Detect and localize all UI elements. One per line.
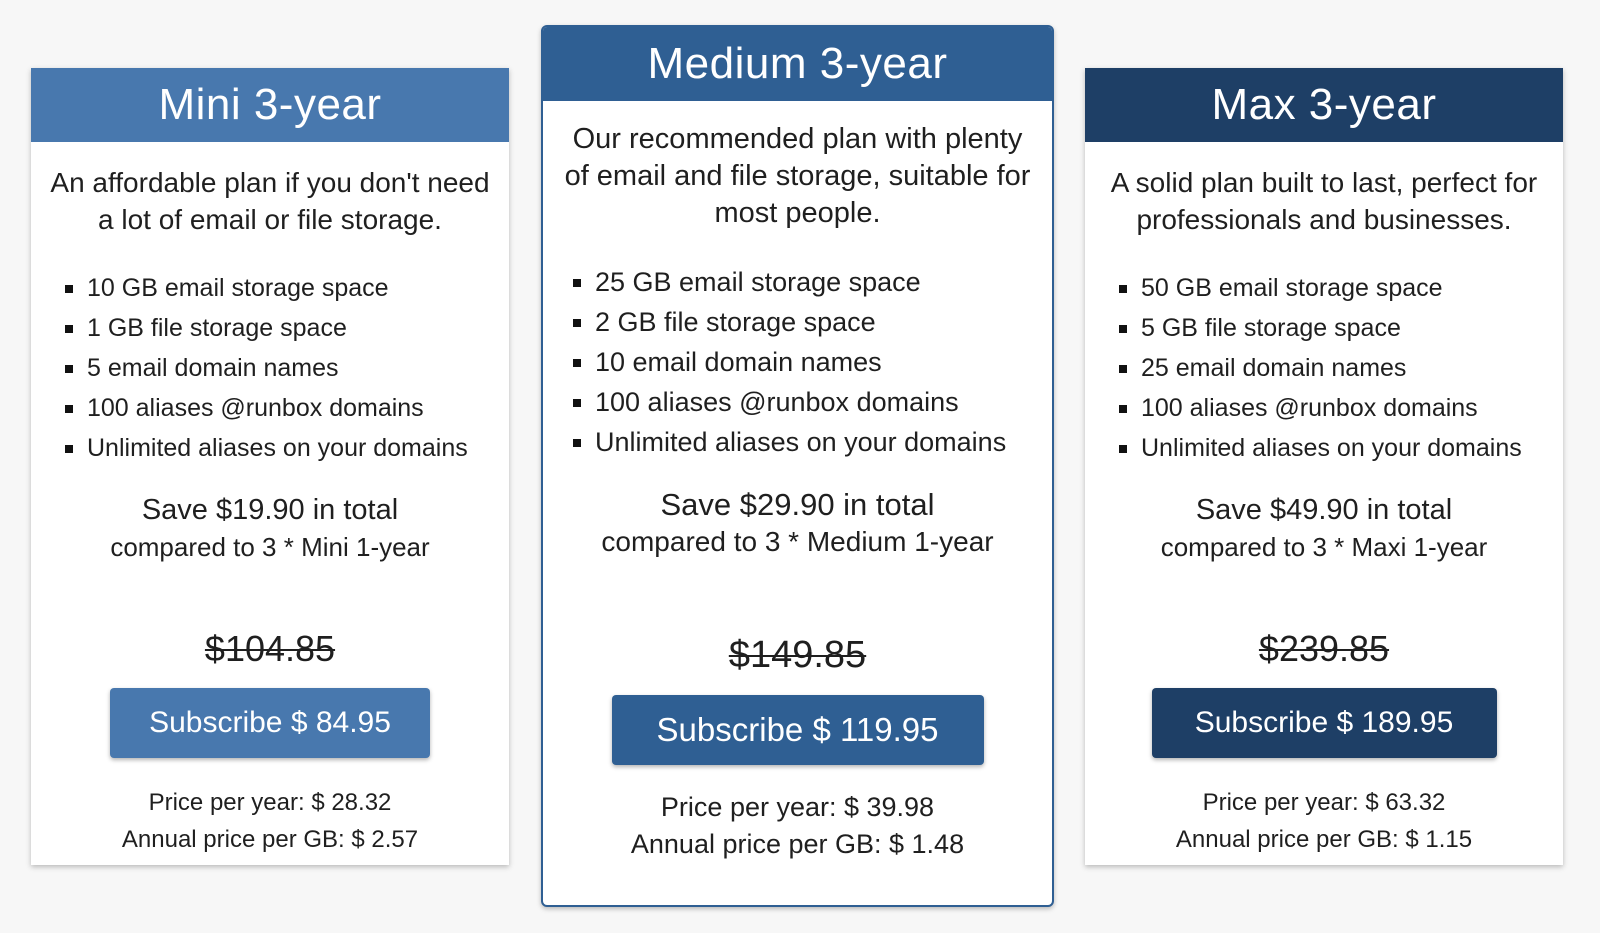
annual-price-per-gb: Annual price per GB: $ 1.48 [630, 829, 965, 859]
price-info: Price per year: $ 28.32 Annual price per… [31, 784, 509, 858]
price-per-year: Price per year: $ 63.32 [1202, 789, 1446, 816]
feature-item: 50 GB email storage space [1119, 268, 1563, 308]
subscribe-button-mini[interactable]: Subscribe $ 84.95 [110, 688, 430, 758]
plan-card-medium: Medium 3-year Our recommended plan with … [541, 25, 1054, 907]
feature-item: 5 email domain names [65, 348, 509, 388]
savings-text: Save $49.90 in total compared to 3 * Max… [1085, 492, 1563, 566]
plan-title: Max 3-year [1085, 68, 1563, 142]
feature-item: 5 GB file storage space [1119, 308, 1563, 348]
plan-description: Our recommended plan with plenty of emai… [564, 123, 1031, 229]
plan-title: Mini 3-year [31, 68, 509, 142]
original-price: $149.85 [728, 634, 867, 676]
subscribe-button-max[interactable]: Subscribe $ 189.95 [1151, 688, 1497, 758]
savings-comparison: compared to 3 * Mini 1-year [110, 532, 430, 562]
savings-amount: Save $29.90 in total [660, 487, 935, 522]
feature-item: 25 email domain names [1119, 348, 1563, 388]
feature-list: 10 GB email storage space 1 GB file stor… [65, 268, 509, 468]
feature-item: 10 GB email storage space [65, 268, 509, 308]
price-info: Price per year: $ 63.32 Annual price per… [1085, 784, 1563, 858]
annual-price-per-gb: Annual price per GB: $ 1.15 [1175, 826, 1473, 853]
savings-comparison: compared to 3 * Medium 1-year [601, 526, 994, 557]
feature-item: Unlimited aliases on your domains [65, 428, 509, 468]
savings-amount: Save $49.90 in total [1195, 494, 1453, 526]
feature-item: 2 GB file storage space [573, 302, 1052, 342]
plan-description: An affordable plan if you don't need a l… [50, 167, 490, 235]
original-price: $104.85 [204, 628, 336, 669]
savings-comparison: compared to 3 * Maxi 1-year [1160, 532, 1488, 562]
feature-item: Unlimited aliases on your domains [573, 422, 1052, 462]
feature-item: 100 aliases @runbox domains [1119, 388, 1563, 428]
price-per-year: Price per year: $ 39.98 [660, 792, 935, 822]
feature-item: 100 aliases @runbox domains [65, 388, 509, 428]
subscribe-button-medium[interactable]: Subscribe $ 119.95 [611, 695, 984, 765]
plan-title: Medium 3-year [543, 27, 1052, 101]
original-price: $239.85 [1258, 628, 1390, 669]
feature-item: 1 GB file storage space [65, 308, 509, 348]
feature-item: Unlimited aliases on your domains [1119, 428, 1563, 468]
feature-list: 50 GB email storage space 5 GB file stor… [1119, 268, 1563, 468]
feature-item: 25 GB email storage space [573, 262, 1052, 302]
feature-item: 10 email domain names [573, 342, 1052, 382]
feature-item: 100 aliases @runbox domains [573, 382, 1052, 422]
savings-text: Save $19.90 in total compared to 3 * Min… [31, 492, 509, 566]
feature-list: 25 GB email storage space 2 GB file stor… [573, 262, 1052, 462]
plan-card-max: Max 3-year A solid plan built to last, p… [1085, 68, 1563, 865]
savings-amount: Save $19.90 in total [141, 494, 399, 526]
annual-price-per-gb: Annual price per GB: $ 2.57 [121, 826, 419, 853]
price-info: Price per year: $ 39.98 Annual price per… [543, 789, 1052, 863]
plan-description: A solid plan built to last, perfect for … [1110, 167, 1538, 235]
price-per-year: Price per year: $ 28.32 [148, 789, 392, 816]
plan-card-mini: Mini 3-year An affordable plan if you do… [31, 68, 509, 865]
savings-text: Save $29.90 in total compared to 3 * Med… [543, 486, 1052, 560]
